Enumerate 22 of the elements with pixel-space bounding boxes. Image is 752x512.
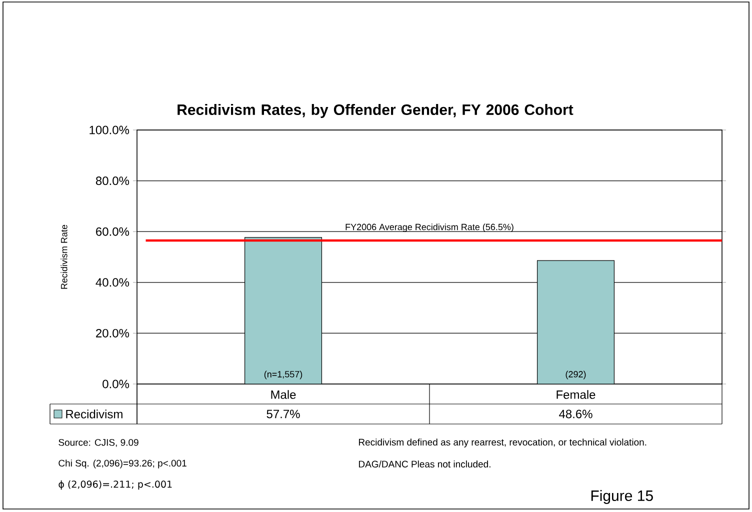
annotation: (292) [566,370,586,380]
y-tick-label: 60.0% [96,227,130,236]
y-tick-label: 20.0% [96,328,130,338]
ref-line-label: FY2006 Average Recidivism Rate (56.5%) [346,224,514,232]
y-tick-label: 80.0% [96,176,130,186]
text: ϕ (2,096)=.211; p<.001 [58,480,172,490]
y-tick-label: 40.0% [96,278,130,287]
caption: Figure 15 [591,490,653,504]
y-tick-label: 0.0% [102,380,130,388]
source-note: Source: CJIS, 9.09 [58,439,138,447]
text: DAG/DANC Pleas not included. [358,460,490,468]
chart-title: Recidivism Rates, by Offender Gender, FY 2006 Cohort [178,104,574,118]
text: Chi Sq. (2,096)=93.26; p<.001 [58,460,186,468]
data-label: 48.6% [559,410,592,418]
y-tick-label: 100.0% [90,126,130,134]
x-tick-label: Female [556,390,596,399]
annotation: (n=1,557) [264,370,302,380]
x-tick-label: Male [271,390,296,399]
y-axis-title: Recidivism Rate [60,224,68,289]
data-label: 57.7% [266,410,300,418]
text: Recidivism defined as any rearrest, revocation, or technical violation. [358,438,646,448]
legend-label: Recidivism [66,410,122,418]
